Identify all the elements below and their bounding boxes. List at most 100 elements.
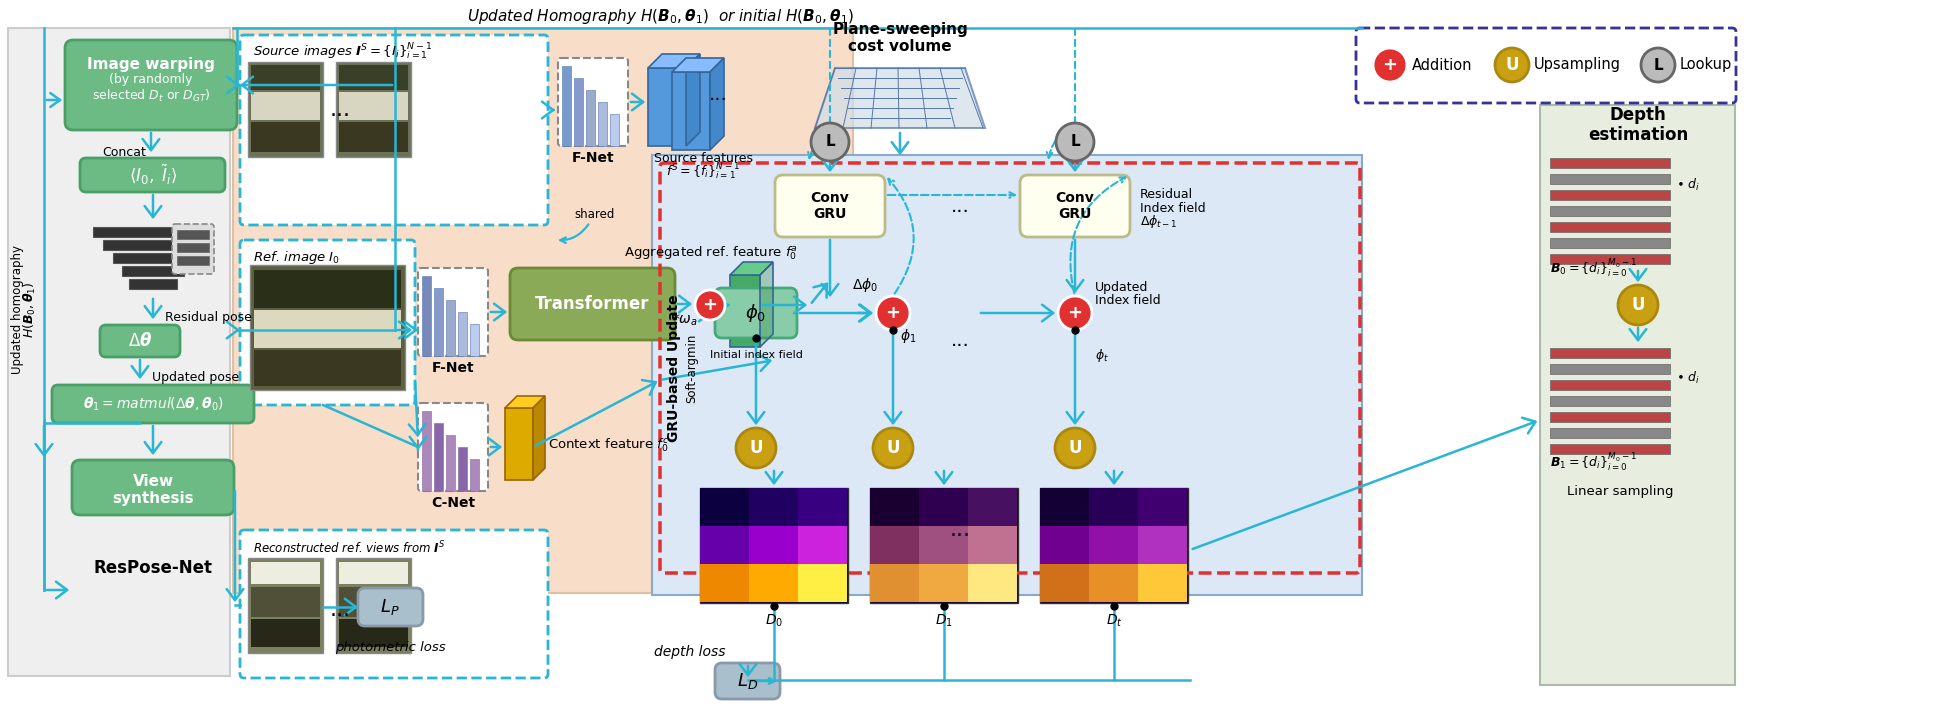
Text: $L_P$: $L_P$ bbox=[381, 597, 400, 617]
Bar bbox=[699, 488, 748, 526]
Bar bbox=[573, 78, 583, 146]
Bar bbox=[177, 243, 210, 252]
Text: L: L bbox=[1071, 134, 1080, 149]
Bar bbox=[233, 28, 853, 593]
Bar bbox=[470, 459, 480, 491]
Text: Updated homography: Updated homography bbox=[12, 245, 25, 375]
Polygon shape bbox=[505, 396, 544, 408]
FancyBboxPatch shape bbox=[775, 175, 884, 237]
Bar bbox=[919, 526, 968, 564]
Bar bbox=[122, 266, 185, 276]
Text: Concat: Concat bbox=[101, 146, 146, 159]
Bar bbox=[799, 526, 847, 564]
Text: $f^S = \{f_i\}_{i=1}^{N-1}$: $f^S = \{f_i\}_{i=1}^{N-1}$ bbox=[666, 162, 740, 182]
FancyBboxPatch shape bbox=[1356, 28, 1735, 103]
Circle shape bbox=[1619, 285, 1657, 325]
Bar bbox=[255, 350, 400, 386]
Bar bbox=[1551, 380, 1669, 390]
Text: $D_0$: $D_0$ bbox=[766, 613, 783, 629]
Text: $\phi_0$: $\phi_0$ bbox=[746, 302, 767, 324]
Text: depth loss: depth loss bbox=[655, 645, 727, 659]
FancyBboxPatch shape bbox=[509, 268, 674, 340]
Text: U: U bbox=[750, 439, 764, 457]
Text: Upsampling: Upsampling bbox=[1535, 58, 1620, 73]
Bar bbox=[1040, 526, 1088, 564]
Bar bbox=[587, 90, 595, 146]
Text: $* \omega_a$: $* \omega_a$ bbox=[672, 312, 698, 328]
FancyBboxPatch shape bbox=[64, 40, 237, 130]
Text: Linear sampling: Linear sampling bbox=[1566, 486, 1673, 498]
Text: ...: ... bbox=[330, 100, 350, 120]
Bar bbox=[1139, 488, 1187, 526]
Bar bbox=[968, 526, 1016, 564]
Bar bbox=[1551, 158, 1669, 168]
Bar bbox=[338, 562, 408, 584]
Bar bbox=[251, 122, 321, 152]
Text: $\Delta\phi_0$: $\Delta\phi_0$ bbox=[851, 276, 878, 294]
Text: ResPose-Net: ResPose-Net bbox=[93, 559, 212, 577]
Text: Transformer: Transformer bbox=[534, 295, 649, 313]
Bar bbox=[459, 312, 466, 356]
Bar bbox=[968, 564, 1016, 602]
Text: Source images $\boldsymbol{I}^S = \{I_i\}_{i=1}^{N-1}$: Source images $\boldsymbol{I}^S = \{I_i\… bbox=[253, 42, 431, 62]
Text: Initial index field: Initial index field bbox=[709, 350, 802, 360]
Bar bbox=[177, 230, 210, 239]
Bar bbox=[1551, 190, 1669, 200]
Bar bbox=[249, 62, 323, 157]
FancyBboxPatch shape bbox=[80, 158, 225, 192]
Text: +: + bbox=[1067, 304, 1082, 322]
FancyBboxPatch shape bbox=[241, 240, 416, 405]
Circle shape bbox=[1055, 123, 1094, 161]
Text: Updated pose: Updated pose bbox=[152, 372, 239, 385]
Text: $D_1$: $D_1$ bbox=[935, 613, 952, 629]
Bar bbox=[249, 558, 323, 653]
Text: $D_t$: $D_t$ bbox=[1106, 613, 1123, 629]
Polygon shape bbox=[672, 58, 725, 72]
Bar bbox=[113, 253, 192, 263]
Text: ...: ... bbox=[950, 520, 970, 540]
Text: +: + bbox=[1383, 56, 1397, 74]
Text: Plane-sweeping
cost volume: Plane-sweeping cost volume bbox=[832, 22, 968, 54]
Text: U: U bbox=[1632, 296, 1646, 314]
Polygon shape bbox=[672, 72, 709, 150]
Bar bbox=[1551, 412, 1669, 422]
Bar bbox=[748, 526, 799, 564]
Text: selected $D_t$ or $D_{GT}$): selected $D_t$ or $D_{GT}$) bbox=[91, 88, 210, 104]
Text: Depth
estimation: Depth estimation bbox=[1587, 106, 1688, 144]
Bar bbox=[598, 102, 606, 146]
Polygon shape bbox=[731, 275, 760, 347]
FancyBboxPatch shape bbox=[418, 403, 488, 491]
Bar bbox=[1551, 206, 1669, 216]
Bar bbox=[1551, 444, 1669, 454]
Text: U: U bbox=[1069, 439, 1082, 457]
Text: Lookup: Lookup bbox=[1681, 58, 1733, 73]
Bar bbox=[610, 114, 620, 146]
FancyBboxPatch shape bbox=[52, 385, 255, 423]
Circle shape bbox=[1494, 48, 1529, 82]
Bar bbox=[251, 92, 321, 120]
Text: ...: ... bbox=[950, 196, 970, 215]
Bar bbox=[1551, 174, 1669, 184]
Circle shape bbox=[810, 123, 849, 161]
Circle shape bbox=[1374, 48, 1407, 82]
Text: U: U bbox=[1506, 56, 1519, 74]
Bar bbox=[8, 28, 229, 676]
FancyBboxPatch shape bbox=[1020, 175, 1131, 237]
Bar bbox=[1088, 564, 1139, 602]
Bar bbox=[459, 447, 466, 491]
Bar bbox=[699, 526, 748, 564]
Text: $\bullet \; d_i$: $\bullet \; d_i$ bbox=[1677, 370, 1700, 386]
Text: ...: ... bbox=[950, 331, 970, 350]
Text: +: + bbox=[703, 296, 717, 314]
Bar bbox=[919, 488, 968, 526]
Text: Addition: Addition bbox=[1413, 58, 1473, 73]
Text: Index field: Index field bbox=[1096, 294, 1160, 306]
Circle shape bbox=[876, 296, 909, 330]
Polygon shape bbox=[814, 68, 985, 128]
Bar bbox=[1551, 238, 1669, 248]
Bar bbox=[1551, 364, 1669, 374]
Bar bbox=[748, 488, 799, 526]
Bar bbox=[1139, 526, 1187, 564]
Text: photometric loss: photometric loss bbox=[334, 641, 445, 655]
Circle shape bbox=[696, 290, 725, 320]
